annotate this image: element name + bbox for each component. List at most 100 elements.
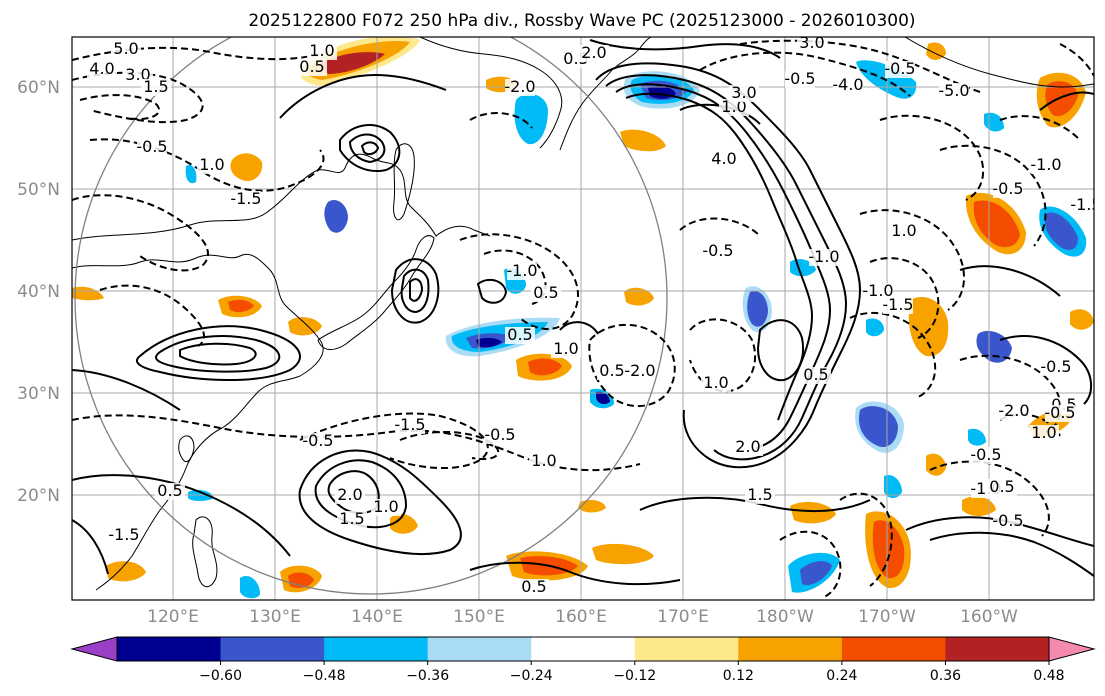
colorbar-tick-label: 0.24	[826, 668, 857, 684]
contour-label-background	[505, 327, 535, 344]
lon-label: 150°E	[453, 607, 505, 627]
contour-label: -1.5	[230, 189, 261, 208]
shade-patch	[390, 513, 418, 534]
contour-label-background	[729, 85, 759, 102]
contour-label: -1.0	[1030, 155, 1061, 174]
contour-label: 0.5	[803, 365, 828, 384]
contour-label: 2.0	[581, 43, 606, 62]
contour-label-background	[1029, 425, 1059, 442]
contour-label: 1.0	[373, 497, 398, 516]
contour-line	[849, 311, 936, 399]
contour-line	[589, 39, 781, 59]
contour-label-background	[231, 191, 261, 208]
contour-line	[179, 342, 257, 366]
contour-label: -1.5	[108, 525, 139, 544]
contour-label-background	[785, 71, 815, 88]
contour-label: -1.5	[394, 415, 425, 434]
contour-line	[476, 278, 508, 304]
colorbar-cell	[945, 637, 1050, 661]
colorbar-under-arrow	[70, 636, 118, 662]
lat-label: 40°N	[17, 282, 60, 302]
contour-label: 1.5	[747, 485, 772, 504]
contour-label-background	[337, 511, 367, 528]
japan-coastline	[317, 235, 435, 350]
contour-label-background	[109, 527, 139, 544]
contour-line	[679, 217, 761, 237]
contour-label: -1.5	[1070, 195, 1101, 214]
shade-patch	[800, 561, 832, 586]
contour-line	[469, 561, 681, 586]
contour-label: -0.5	[702, 241, 733, 260]
contour-line	[469, 112, 533, 129]
lat-label: 50°N	[17, 180, 60, 200]
contour-line	[739, 39, 981, 93]
contour-line	[939, 144, 1047, 247]
lon-label: 130°E	[249, 607, 301, 627]
contour-label-background	[885, 61, 915, 78]
colorbar-tick-label: 0.48	[1033, 668, 1064, 684]
contour-label-background	[701, 375, 731, 392]
asia-coastline	[72, 254, 324, 591]
contour-label-background	[395, 417, 425, 434]
contour-line	[756, 319, 804, 382]
longitude-labels: 120°E 130°E 140°E 150°E 160°E 170°E 180°…	[147, 607, 1018, 627]
contour-label: 1.0	[199, 155, 224, 174]
contour-label-background	[1045, 405, 1075, 422]
contour-label-background	[155, 483, 185, 500]
contour-label: -0.5	[1040, 357, 1071, 376]
contour-label: -1.0	[506, 261, 537, 280]
lon-label: 120°E	[147, 607, 199, 627]
shade-patch	[528, 358, 562, 376]
contour-line	[360, 141, 380, 156]
shade-patch	[624, 287, 654, 306]
contour-label: -0.5	[1044, 403, 1075, 422]
colorbar-tick-label: −0.12	[613, 668, 656, 684]
contour-label-background	[993, 181, 1023, 198]
colorbar-ticks: −0.60 −0.48 −0.36 −0.24 −0.12 0.12 0.24 0.36 0.4…	[199, 661, 1065, 684]
contour-label: 0.5	[989, 477, 1014, 496]
contour-label-background	[939, 83, 969, 100]
contour-label: -0.5	[970, 445, 1001, 464]
shade-patch	[288, 317, 322, 336]
contour-label-background	[709, 151, 739, 168]
contour-label-background	[87, 61, 117, 78]
contour-label-background	[307, 43, 337, 60]
contour-label: 0.5	[507, 325, 532, 344]
colorbar-tick-label: −0.60	[199, 668, 242, 684]
contour-line	[348, 133, 386, 164]
shade-patch	[592, 543, 654, 565]
contour-line	[929, 460, 1050, 537]
contour-line	[79, 94, 160, 120]
contour-label: -1.0	[862, 281, 893, 300]
contour-label-background	[1031, 157, 1061, 174]
contour-label-background	[505, 79, 535, 96]
contour-label-background	[733, 439, 763, 456]
contour-label: 3.0	[799, 33, 824, 52]
colorbar-tick-label: −0.48	[303, 668, 346, 684]
shade-patch	[1070, 309, 1094, 330]
contour-label: -1.0	[808, 247, 839, 266]
contour-line	[929, 531, 1094, 577]
contour-line	[559, 321, 599, 335]
colorbar-tick-label: 0.12	[723, 668, 754, 684]
contour-label: 0.5	[533, 283, 558, 302]
contour-label: -0.5	[784, 69, 815, 88]
contour-label: -2.0	[504, 77, 535, 96]
contour-line	[72, 194, 209, 272]
contour-label: 1.0	[553, 339, 578, 358]
contour-label: 5.0	[113, 39, 138, 58]
contour-label: 1.0	[1031, 423, 1056, 442]
contour-line	[595, 62, 862, 469]
shade-patch	[228, 299, 254, 313]
shade-patch	[596, 391, 610, 405]
contour-label-background	[863, 283, 893, 300]
shade-patch	[72, 286, 104, 301]
contour-label-background	[507, 263, 537, 280]
colorbar-cell	[427, 637, 532, 661]
contour-label-background	[137, 139, 167, 156]
asia-coastline	[72, 153, 491, 241]
contour-label: -0.5	[992, 511, 1023, 530]
contour-line	[959, 265, 1061, 297]
colorbar-cell	[531, 637, 636, 661]
